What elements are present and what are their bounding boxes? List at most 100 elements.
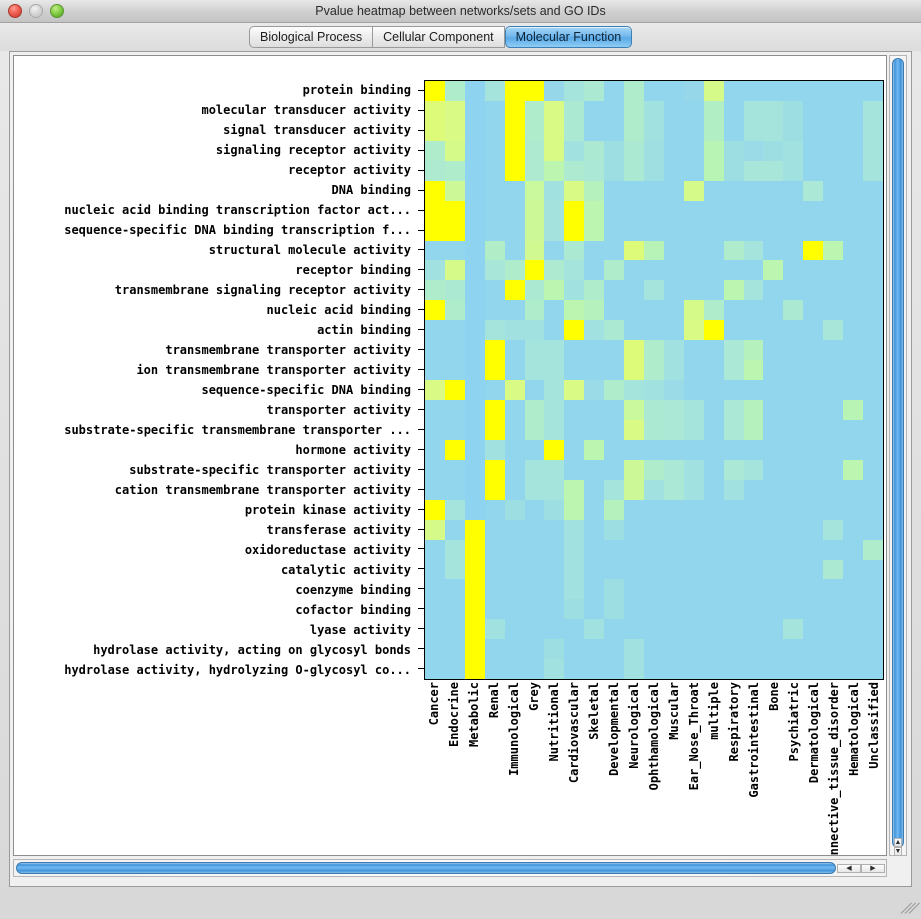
heatmap-cell[interactable]: [425, 639, 445, 660]
heatmap-cell[interactable]: [464, 619, 485, 640]
heatmap-cell[interactable]: [643, 100, 664, 121]
scroll-left-icon[interactable]: ◀: [837, 863, 861, 873]
heatmap-cell[interactable]: [604, 599, 625, 620]
heatmap-cell[interactable]: [843, 559, 863, 580]
heatmap-cell[interactable]: [663, 280, 684, 301]
heatmap-cell[interactable]: [743, 579, 764, 600]
heatmap-cell[interactable]: [444, 599, 465, 620]
heatmap-cell[interactable]: [843, 180, 863, 201]
heatmap-cell[interactable]: [783, 320, 804, 341]
heatmap-cell[interactable]: [843, 140, 863, 161]
heatmap-cell[interactable]: [524, 439, 545, 460]
heatmap-cell[interactable]: [444, 160, 465, 181]
heatmap-cell[interactable]: [703, 120, 724, 141]
heatmap-cell[interactable]: [643, 459, 664, 480]
heatmap-cell[interactable]: [425, 579, 445, 600]
heatmap-cell[interactable]: [823, 320, 844, 341]
heatmap-cell[interactable]: [504, 320, 525, 341]
heatmap-cell[interactable]: [524, 659, 545, 680]
heatmap-cell[interactable]: [444, 659, 465, 680]
heatmap-cell[interactable]: [862, 100, 883, 121]
heatmap-cell[interactable]: [425, 559, 445, 580]
heatmap-cell[interactable]: [504, 380, 525, 400]
heatmap-cell[interactable]: [564, 180, 585, 201]
heatmap-cell[interactable]: [723, 81, 744, 101]
heatmap-cell[interactable]: [484, 380, 505, 400]
heatmap-cell[interactable]: [604, 479, 625, 500]
heatmap-cell[interactable]: [544, 400, 565, 420]
heatmap-cell[interactable]: [663, 360, 684, 381]
heatmap-cell[interactable]: [723, 260, 744, 281]
heatmap-cell[interactable]: [484, 619, 505, 640]
heatmap-cell[interactable]: [843, 419, 863, 440]
heatmap-cell[interactable]: [663, 100, 684, 121]
heatmap-cell[interactable]: [564, 120, 585, 141]
heatmap-cell[interactable]: [803, 260, 824, 281]
heatmap-cell[interactable]: [544, 300, 565, 321]
heatmap-cell[interactable]: [584, 519, 605, 540]
heatmap-cell[interactable]: [504, 539, 525, 560]
heatmap-cell[interactable]: [584, 479, 605, 500]
heatmap-cell[interactable]: [484, 499, 505, 520]
heatmap-cell[interactable]: [743, 639, 764, 660]
heatmap-cell[interactable]: [464, 120, 485, 141]
heatmap-cell[interactable]: [444, 120, 465, 141]
heatmap-cell[interactable]: [504, 499, 525, 520]
heatmap-cell[interactable]: [643, 320, 664, 341]
heatmap-cell[interactable]: [743, 280, 764, 301]
heatmap-cell[interactable]: [624, 160, 644, 181]
heatmap-cell[interactable]: [783, 479, 804, 500]
heatmap-cell[interactable]: [862, 659, 883, 680]
heatmap-cell[interactable]: [862, 380, 883, 400]
heatmap-cell[interactable]: [803, 380, 824, 400]
heatmap-cell[interactable]: [743, 260, 764, 281]
heatmap-cell[interactable]: [624, 439, 644, 460]
heatmap-cell[interactable]: [663, 380, 684, 400]
heatmap-cell[interactable]: [763, 659, 784, 680]
heatmap-cell[interactable]: [783, 100, 804, 121]
heatmap-cell[interactable]: [604, 81, 625, 101]
heatmap-cell[interactable]: [564, 479, 585, 500]
heatmap-cell[interactable]: [803, 300, 824, 321]
heatmap-cell[interactable]: [624, 280, 644, 301]
heatmap-cell[interactable]: [604, 240, 625, 261]
heatmap-cell[interactable]: [604, 539, 625, 560]
heatmap-cell[interactable]: [504, 140, 525, 161]
heatmap-cell[interactable]: [763, 400, 784, 420]
heatmap-cell[interactable]: [723, 539, 744, 560]
heatmap-cell[interactable]: [504, 300, 525, 321]
heatmap-cell[interactable]: [663, 579, 684, 600]
heatmap-cell[interactable]: [464, 220, 485, 241]
heatmap-cell[interactable]: [743, 499, 764, 520]
heatmap-cell[interactable]: [823, 160, 844, 181]
heatmap-cell[interactable]: [584, 260, 605, 281]
heatmap-cell[interactable]: [564, 340, 585, 361]
heatmap-cell[interactable]: [604, 439, 625, 460]
heatmap-cell[interactable]: [504, 220, 525, 241]
heatmap-cell[interactable]: [663, 659, 684, 680]
heatmap-cell[interactable]: [663, 200, 684, 221]
heatmap-cell[interactable]: [862, 559, 883, 580]
heatmap-cell[interactable]: [544, 619, 565, 640]
heatmap-cell[interactable]: [743, 160, 764, 181]
heatmap-cell[interactable]: [763, 499, 784, 520]
heatmap-cell[interactable]: [624, 459, 644, 480]
heatmap-cell[interactable]: [524, 200, 545, 221]
heatmap-cell[interactable]: [763, 539, 784, 560]
heatmap-cell[interactable]: [723, 360, 744, 381]
heatmap-cell[interactable]: [604, 320, 625, 341]
heatmap-cell[interactable]: [484, 81, 505, 101]
heatmap-cell[interactable]: [564, 459, 585, 480]
heatmap-cell[interactable]: [843, 260, 863, 281]
heatmap-cell[interactable]: [425, 340, 445, 361]
heatmap-cell[interactable]: [862, 459, 883, 480]
heatmap-cell[interactable]: [624, 659, 644, 680]
heatmap-cell[interactable]: [823, 340, 844, 361]
heatmap-cell[interactable]: [604, 280, 625, 301]
heatmap-cell[interactable]: [524, 639, 545, 660]
heatmap-cell[interactable]: [604, 180, 625, 201]
heatmap-cell[interactable]: [703, 280, 724, 301]
heatmap-cell[interactable]: [425, 100, 445, 121]
heatmap-cell[interactable]: [544, 340, 565, 361]
heatmap-cell[interactable]: [663, 519, 684, 540]
